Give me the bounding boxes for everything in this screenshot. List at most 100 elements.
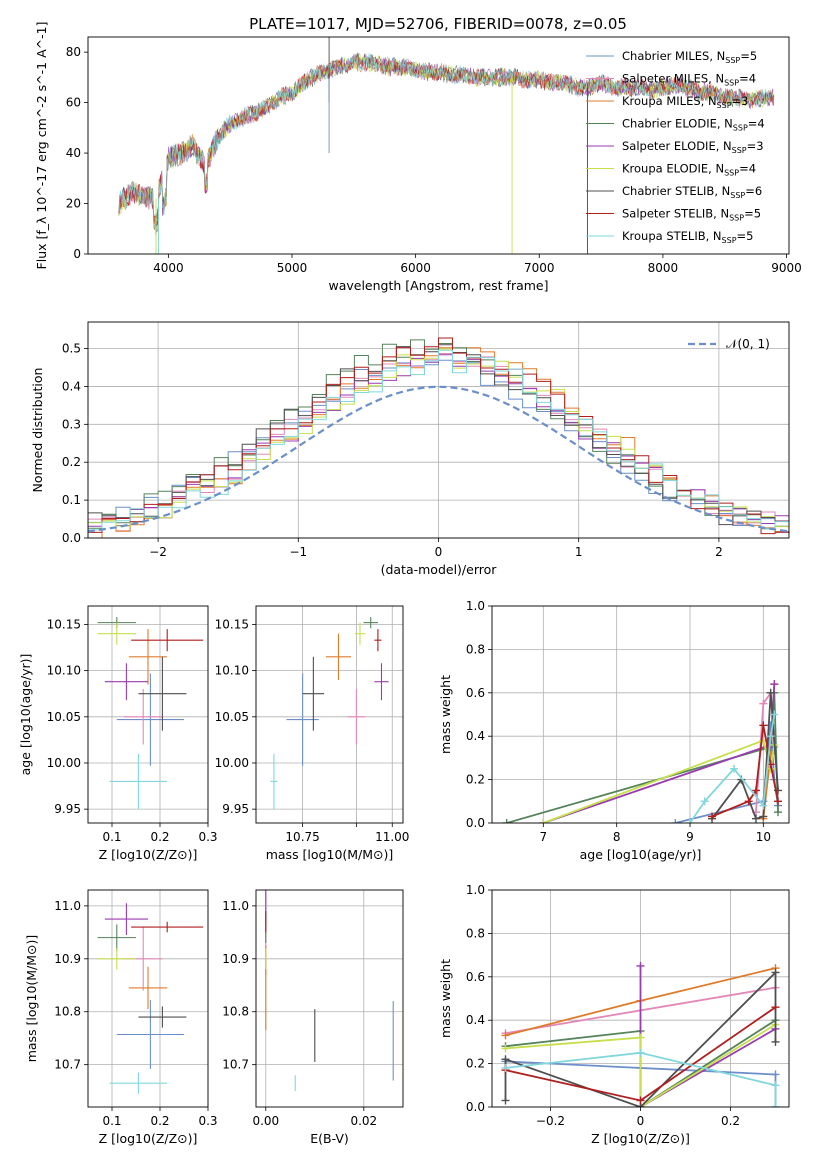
y-axis-label: mass weight <box>438 675 453 754</box>
x-tick-label: 9 <box>686 830 694 844</box>
axes-frame <box>87 321 790 539</box>
x-axis-label: age [log10(age/yr)] <box>580 847 702 862</box>
legend-label: Chabrier MILES, NSSP=5 <box>622 49 757 65</box>
spectrum-lines <box>118 37 775 254</box>
panel-age-vs-mass: 10.75 11.00 9.95 10.00 10.05 10.10 10.15 mass [… <box>215 605 409 862</box>
legend-label: Kroupa ELODIE, NSSP=4 <box>622 162 756 178</box>
x-axis-label: (data-model)/error <box>381 562 498 577</box>
y-tick-label: 20 <box>66 197 81 211</box>
x-tick-label: 0 <box>435 545 443 559</box>
figure-title: PLATE=1017, MJD=52706, FIBERID=0078, z=0… <box>249 15 627 33</box>
y-tick-label: 80 <box>66 45 81 59</box>
x-tick-label: 2 <box>715 545 723 559</box>
panel-massweight-vs-Z: −0.2 0 0.2 0.0 0.2 0.4 0.6 0.8 1.0 Z [log10(Z/Z⊙)… <box>438 883 790 1146</box>
massweight-series-line <box>639 966 776 1107</box>
legend-label: Salpeter MILES, NSSP=4 <box>622 72 756 88</box>
panel-mass-vs-Z: 0.1 0.2 0.3 10.7 10.8 10.9 11.0 Z [log10(Z/Z⊙)]… <box>24 889 218 1146</box>
x-tick-label: 0.3 <box>198 1114 217 1128</box>
axes-frame <box>255 889 404 1108</box>
normal-curve <box>88 385 789 533</box>
x-tick-label: 0 <box>637 1114 645 1128</box>
axes-frame <box>87 36 790 255</box>
massweight-series-line <box>711 725 779 818</box>
x-tick-label: 0.02 <box>350 1114 377 1128</box>
y-tick-label: 0 <box>73 247 81 261</box>
x-axis-label: mass [log10(M/M⊙)] <box>266 847 394 862</box>
y-tick-label: 9.95 <box>222 802 249 816</box>
y-tick-label: 0.6 <box>466 970 485 984</box>
y-tick-label: 40 <box>66 146 81 160</box>
x-axis-label: Z [log10(Z/Z⊙)] <box>591 1131 690 1146</box>
y-tick-label: 0.8 <box>466 926 485 940</box>
massweight-series-line <box>505 1023 776 1107</box>
massweight-series-line <box>505 1051 777 1107</box>
y-tick-label: 0.3 <box>62 417 81 431</box>
massweight-series-line <box>711 692 779 820</box>
y-tick-label: 10.9 <box>222 952 249 966</box>
y-tick-label: 0.0 <box>62 531 81 545</box>
y-tick-label: 0.2 <box>466 1057 485 1071</box>
x-tick-label: 7000 <box>524 261 555 275</box>
y-tick-label: 10.8 <box>222 1005 249 1019</box>
x-tick-label: 4000 <box>153 261 184 275</box>
y-tick-label: 0.6 <box>466 686 485 700</box>
y-tick-label: 0.5 <box>62 342 81 356</box>
y-tick-label: 1.0 <box>466 883 485 897</box>
histogram-lines <box>88 337 789 538</box>
y-tick-label: 0.1 <box>62 493 81 507</box>
x-tick-label: 1 <box>575 545 583 559</box>
y-axis-label: Normed distribution <box>30 368 45 493</box>
y-tick-label: 1.0 <box>466 599 485 613</box>
x-tick-label: 0.1 <box>102 830 121 844</box>
x-tick-label: 8000 <box>648 261 679 275</box>
x-tick-label: 10 <box>756 830 771 844</box>
y-tick-label: 0.4 <box>466 1013 485 1027</box>
x-tick-label: 0.1 <box>102 1114 121 1128</box>
y-tick-label: 60 <box>66 96 81 110</box>
y-tick-label: 0.0 <box>466 816 485 830</box>
x-tick-label: −1 <box>289 545 307 559</box>
axes-frame <box>87 605 209 824</box>
y-tick-label: 10.15 <box>47 617 81 631</box>
x-tick-label: −2 <box>149 545 167 559</box>
y-tick-label: 10.00 <box>215 756 249 770</box>
y-tick-label: 0.0 <box>466 1100 485 1114</box>
x-tick-label: 0.2 <box>150 1114 169 1128</box>
y-axis-label: Flux [f_λ 10^-17 erg cm^-2 s^-1 A^-1] <box>34 22 49 270</box>
y-tick-label: 10.7 <box>222 1058 249 1072</box>
axes-frame <box>87 889 209 1108</box>
x-tick-label: 0.2 <box>721 1114 740 1128</box>
y-tick-label: 0.4 <box>62 379 81 393</box>
y-tick-label: 10.15 <box>215 617 249 631</box>
x-tick-label: 8 <box>613 830 621 844</box>
errorbar-group <box>97 903 204 1094</box>
y-tick-label: 11.0 <box>54 899 81 913</box>
y-tick-label: 10.10 <box>215 664 249 678</box>
panel-residuals: −2 −1 0 1 2 0.0 0.1 0.2 0.3 0.4 0.5 (data-model)/er… <box>30 321 790 577</box>
histogram-series <box>88 349 789 538</box>
panel-spectrum: 4000 5000 6000 7000 8000 9000 0 20 40 60 80 wavelen… <box>34 22 802 293</box>
x-tick-label: 0.3 <box>198 830 217 844</box>
x-tick-label: 7 <box>540 830 548 844</box>
legend-label: Kroupa STELIB, NSSP=5 <box>622 229 753 245</box>
spectrum-series-line <box>118 53 775 230</box>
y-tick-label: 9.95 <box>54 802 81 816</box>
y-axis-label: mass [log10(M/M⊙)] <box>24 935 39 1063</box>
y-tick-label: 0.2 <box>466 773 485 787</box>
x-tick-label: 11.00 <box>375 830 409 844</box>
x-tick-label: 9000 <box>771 261 802 275</box>
y-tick-label: 10.05 <box>215 710 249 724</box>
legend-label: Salpeter STELIB, NSSP=5 <box>622 207 761 223</box>
y-tick-label: 0.2 <box>62 455 81 469</box>
panel-massweight-vs-age: 7 8 9 10 0.0 0.2 0.4 0.6 0.8 1.0 age [log10(age/yr… <box>438 599 790 862</box>
axes-frame <box>491 605 790 824</box>
massweight-lines <box>502 680 782 823</box>
x-tick-label: 0.00 <box>252 1114 279 1128</box>
y-tick-label: 10.8 <box>54 1005 81 1019</box>
y-tick-label: 10.05 <box>47 710 81 724</box>
axes-frame <box>491 889 790 1108</box>
legend-label: Chabrier ELODIE, NSSP=4 <box>622 117 765 133</box>
x-axis-label: Z [log10(Z/Z⊙)] <box>99 1131 198 1146</box>
massweight-lines <box>501 961 780 1107</box>
